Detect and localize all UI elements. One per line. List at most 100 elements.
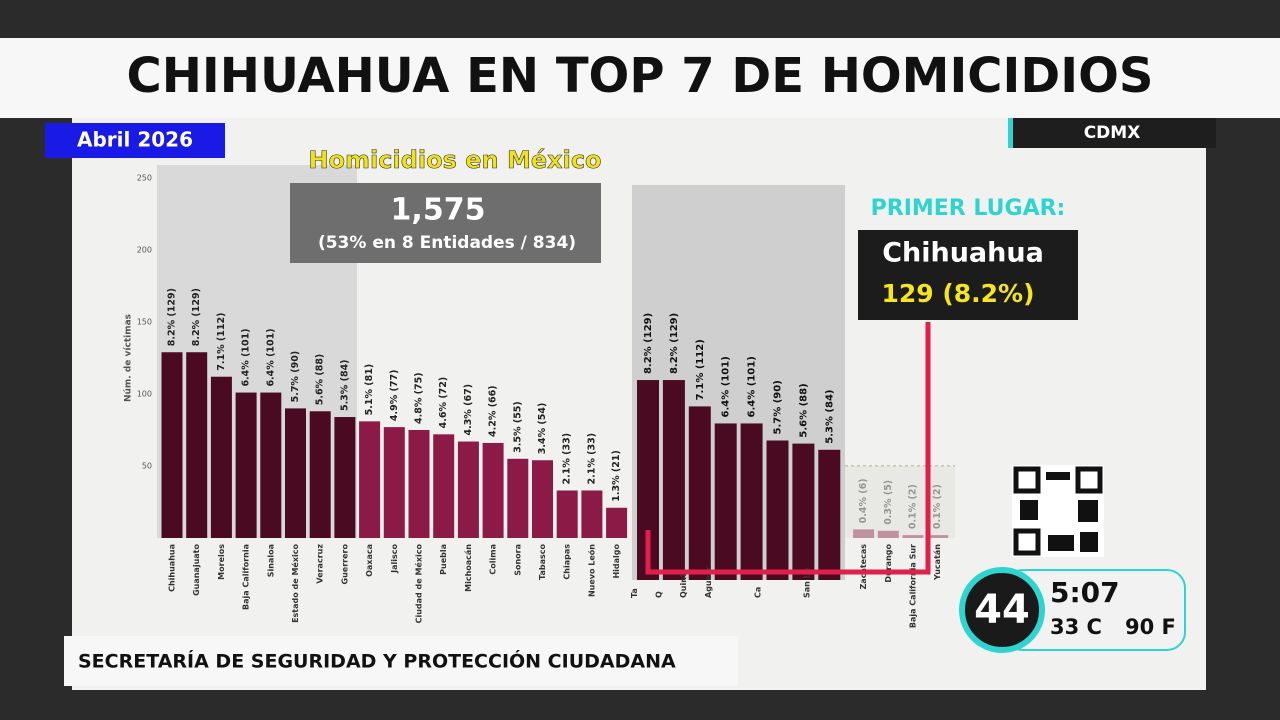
- value-label: 3.4% (54): [537, 403, 548, 455]
- date: Abril 2026: [77, 128, 193, 152]
- temp-f: 90 F: [1125, 615, 1176, 639]
- x-tick-label: Michoacán: [464, 544, 473, 592]
- bar: [662, 380, 685, 580]
- bar: [766, 440, 789, 580]
- bar: [637, 380, 659, 580]
- value-label: 4.3% (67): [463, 384, 474, 436]
- bar: [161, 352, 183, 538]
- value-label: 5.1% (81): [364, 364, 375, 416]
- value-label: 4.2% (66): [488, 385, 499, 437]
- source: SECRETARÍA DE SEGURIDAD Y PROTECCIÓN CIU…: [78, 649, 676, 673]
- bar: [740, 423, 763, 580]
- bar: [433, 434, 455, 538]
- x-tick-label: Sonora: [513, 544, 522, 576]
- x-tick-label: Guerrero: [340, 544, 349, 585]
- qr-finder: [1013, 528, 1041, 556]
- x-tick-label: Guanajuato: [192, 544, 201, 596]
- logo: 44: [974, 587, 1030, 633]
- location: CDMX: [1084, 123, 1141, 143]
- x-tick-label: Aguasc: [704, 565, 713, 598]
- x-tick-label: Quint: [679, 573, 688, 598]
- value-label: 5.7% (90): [773, 380, 784, 434]
- bar: [260, 392, 282, 538]
- temp-c: 33 C: [1050, 615, 1102, 639]
- location-accent: [1008, 118, 1013, 148]
- pointer-line: [645, 322, 931, 575]
- value-label: 8.2% (129): [167, 288, 178, 346]
- location-box: [1008, 118, 1216, 148]
- value-label: 5.6% (88): [315, 354, 326, 406]
- bar: [235, 392, 257, 538]
- x-tick-label: Tabasco: [538, 544, 547, 580]
- qr-finder: [1075, 466, 1103, 494]
- summary-total: 1,575: [391, 193, 486, 228]
- bar: [688, 406, 711, 580]
- first-place-label: PRIMER LUGAR:: [871, 196, 1066, 221]
- x-tick-label: Zacatecas: [859, 544, 868, 590]
- y-tick-label: 200: [137, 246, 152, 255]
- summary-note: (53% en 8 Entidades / 834): [318, 233, 576, 253]
- source-box: [64, 636, 738, 686]
- headline-band: [0, 38, 1280, 118]
- x-tick-label: Jalisco: [390, 543, 399, 573]
- x-tick-label: Durango: [884, 544, 893, 583]
- x-tick-label: Veracruz: [316, 544, 325, 584]
- zoom-chart: 8.2% (129) 8.2% (129) 7.1% (112) 6.4% (101)…: [637, 313, 841, 580]
- x-tick-label: Puebla: [439, 544, 448, 575]
- x-tick-label: Nuevo León: [586, 544, 596, 597]
- bar: [482, 442, 504, 538]
- qr-module: [1046, 472, 1070, 480]
- first-place-value: 129 (8.2%): [881, 279, 1034, 308]
- bar: [532, 460, 553, 538]
- value-label: 2.1% (33): [586, 433, 597, 485]
- value-label: 7.1% (112): [695, 339, 706, 400]
- qr-module: [1078, 500, 1098, 522]
- bar: [606, 507, 628, 538]
- value-label: 3.5% (55): [512, 401, 523, 453]
- x-tick-label: Colima: [489, 544, 498, 575]
- value-label: 8.2% (129): [191, 288, 202, 346]
- x-tick-label: Ta: [630, 588, 639, 598]
- qr-module: [1080, 532, 1098, 552]
- bar: [285, 408, 306, 538]
- summary-box: [290, 183, 601, 263]
- y-tick-label: 100: [137, 390, 152, 399]
- qr-code: [1012, 465, 1104, 557]
- bar: [334, 417, 356, 538]
- x-tick-label: Q: [655, 591, 664, 598]
- x-tick-label: Morelos: [217, 544, 226, 580]
- value-label: 2.1% (33): [562, 433, 573, 485]
- value-label: 6.4% (101): [241, 328, 252, 386]
- value-label: 8.2% (129): [669, 313, 680, 374]
- value-label: 4.6% (72): [438, 377, 449, 429]
- x-tick-label: Baja California: [242, 544, 251, 610]
- value-label: 6.4% (101): [721, 356, 732, 417]
- value-label: 6.4% (101): [747, 356, 758, 417]
- x-tick-label: Ca: [753, 587, 762, 598]
- x-tick-label: Hidalgo: [612, 544, 621, 579]
- bar: [792, 443, 815, 580]
- headline: CHIHUAHUA EN TOP 7 DE HOMICIDIOS: [127, 48, 1154, 104]
- x-tick-label: San Lu: [803, 567, 812, 598]
- bar: [581, 490, 603, 538]
- qr-module: [1048, 535, 1074, 551]
- value-label: 8.2% (129): [643, 313, 654, 374]
- bar: [359, 421, 381, 538]
- bar: [507, 458, 529, 538]
- low-shade: [845, 466, 955, 538]
- x-tick-label: Chiapas: [563, 544, 572, 580]
- main-chart: Núm. de víctimas 50 100 150 200 250 8.2% (129)…: [124, 174, 949, 628]
- x-tick-label: Oaxaca: [365, 544, 374, 577]
- date-box: [45, 123, 225, 158]
- bar: [408, 430, 430, 538]
- x-tick-label: Sinaloa: [266, 544, 275, 577]
- first-place-state: Chihuahua: [882, 238, 1044, 269]
- y-tick-label: 150: [137, 318, 152, 327]
- x-tick-label: Estado de México: [290, 543, 300, 622]
- value-label: 7.1% (112): [216, 313, 227, 371]
- bar: [383, 427, 405, 538]
- x-tick-label: Ciudad de México: [414, 544, 424, 624]
- time: 5:07: [1050, 576, 1120, 609]
- qr-module: [1020, 500, 1038, 520]
